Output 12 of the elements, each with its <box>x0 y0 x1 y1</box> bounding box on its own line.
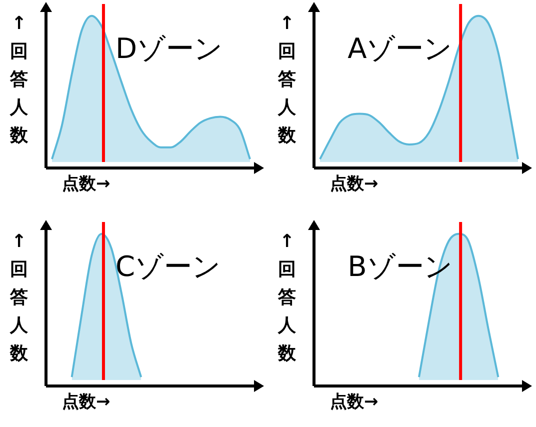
y-axis-title: ↑回答人数 <box>8 12 29 148</box>
x-axis-title: 点数→ <box>330 391 378 413</box>
y-axis-title: ↑回答人数 <box>276 12 297 148</box>
text: Dゾーン <box>115 31 224 67</box>
x-axis-title: 点数→ <box>62 391 110 413</box>
x-axis-title: 点数→ <box>62 173 110 195</box>
text: Cゾーン <box>115 249 222 285</box>
text: Aゾーン <box>348 31 453 67</box>
y-axis-title: ↑回答人数 <box>8 230 29 366</box>
x-axis-title: 点数→ <box>330 173 378 195</box>
y-axis-title: ↑回答人数 <box>276 230 297 366</box>
text: Bゾーン <box>348 249 453 285</box>
